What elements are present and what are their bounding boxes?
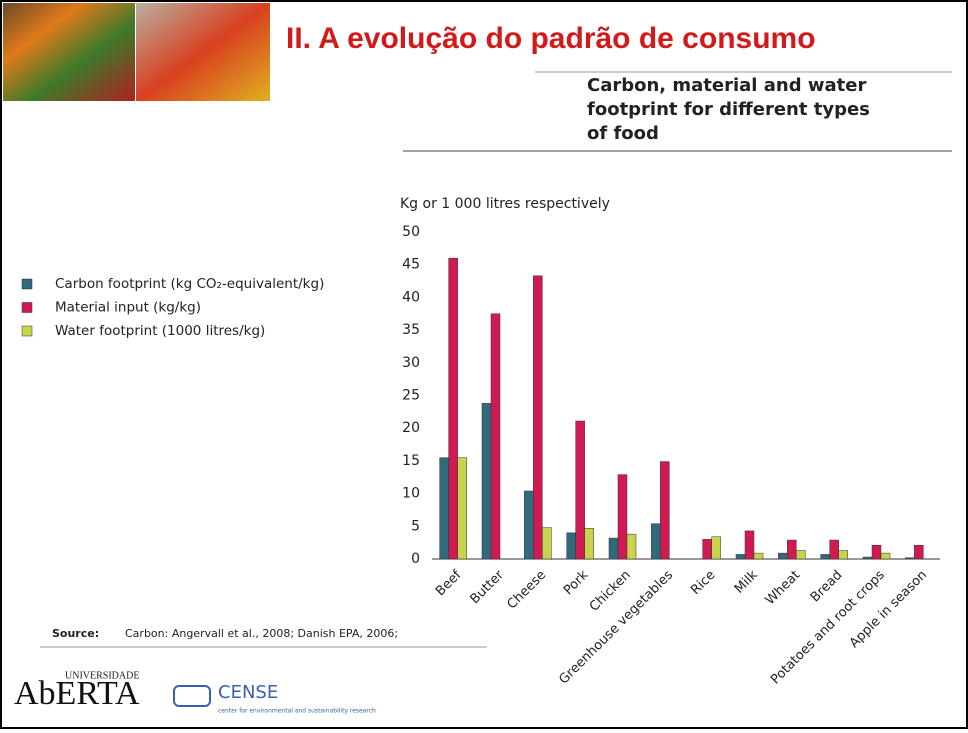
bar — [863, 557, 872, 559]
legend-swatch — [22, 326, 32, 336]
bar — [491, 314, 500, 559]
bar — [872, 545, 881, 559]
legend-label: Carbon footprint (kg CO₂-equivalent/kg) — [55, 276, 324, 292]
y-tick-label: 45 — [402, 257, 420, 273]
bar — [703, 539, 712, 559]
logo-text: center for environmental and sustainabil… — [218, 708, 376, 715]
source-label: Source: — [52, 627, 99, 640]
bar — [576, 421, 585, 559]
bar — [821, 554, 830, 559]
y-tick-label: 35 — [402, 322, 420, 338]
bar — [881, 553, 890, 559]
bar — [585, 528, 594, 559]
bar — [482, 403, 491, 559]
photo — [136, 3, 270, 101]
bar — [736, 554, 745, 559]
y-tick-label: 25 — [402, 388, 420, 404]
y-tick-label: 20 — [402, 420, 420, 436]
bar — [458, 458, 467, 559]
bar — [745, 531, 754, 559]
bar — [609, 538, 618, 559]
source-text: Carbon: Angervall et al., 2008; Danish E… — [125, 627, 398, 640]
bar — [787, 540, 796, 559]
y-tick-label: 10 — [402, 486, 420, 502]
y-axis-label: Kg or 1 000 litres respectively — [400, 196, 610, 212]
legend-label: Material input (kg/kg) — [55, 300, 201, 316]
bar — [914, 545, 923, 559]
legend-label: Water footprint (1000 litres/kg) — [55, 323, 265, 339]
bar — [533, 276, 542, 559]
bar — [660, 462, 669, 559]
logo-text: CENSE — [218, 682, 278, 703]
bar — [712, 537, 721, 559]
bar — [618, 475, 627, 559]
y-tick-label: 5 — [411, 518, 420, 534]
slide: II. A evolução do padrão de consumo Carb… — [0, 0, 968, 729]
slide-title: II. A evolução do padrão de consumo — [286, 22, 816, 55]
bar — [651, 524, 660, 559]
bar — [449, 258, 458, 559]
legend-swatch — [22, 279, 32, 289]
bar — [440, 458, 449, 559]
bar — [524, 491, 533, 559]
bar — [830, 540, 839, 559]
bar — [627, 534, 636, 559]
photo — [3, 3, 135, 101]
bar — [839, 550, 848, 559]
y-tick-label: 50 — [402, 224, 420, 240]
bar — [542, 528, 551, 559]
legend-swatch — [22, 303, 32, 313]
y-tick-label: 15 — [402, 453, 420, 469]
bar — [905, 558, 914, 559]
y-tick-label: 40 — [402, 289, 420, 305]
y-tick-label: 30 — [402, 355, 420, 371]
bar — [796, 550, 805, 559]
logo-text: AbERTA — [14, 675, 140, 712]
y-tick-label: 0 — [411, 551, 420, 567]
bar — [754, 553, 763, 559]
bar — [778, 553, 787, 559]
bar — [567, 533, 576, 559]
